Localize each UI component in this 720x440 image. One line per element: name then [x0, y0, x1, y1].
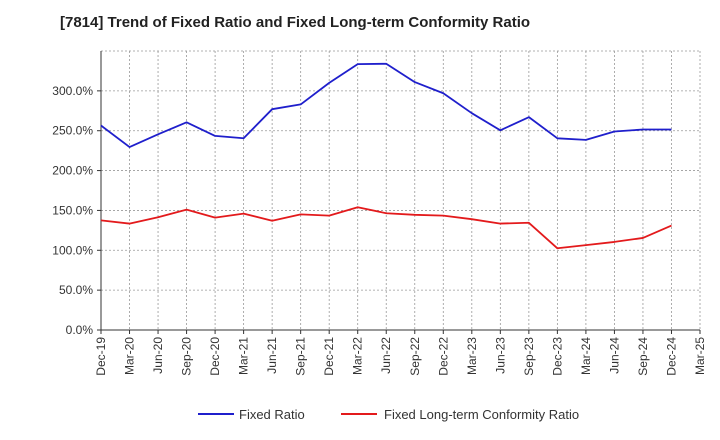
- x-tick-label: Mar-22: [351, 337, 365, 375]
- y-tick-label: 50.0%: [59, 283, 93, 297]
- x-tick-label: Jun-24: [607, 337, 621, 374]
- x-tick-label: Mar-25: [693, 337, 707, 375]
- y-tick-label: 300.0%: [52, 84, 93, 98]
- y-tick-label: 100.0%: [52, 243, 93, 257]
- x-tick-label: Dec-22: [436, 337, 450, 376]
- x-tick-label: Jun-22: [379, 337, 393, 374]
- x-tick-label: Jun-21: [265, 337, 279, 374]
- x-tick-label: Sep-20: [180, 337, 194, 376]
- x-tick-label: Sep-24: [636, 337, 650, 376]
- x-tick-label: Dec-23: [550, 337, 564, 376]
- x-tick-label: Mar-20: [123, 337, 137, 375]
- x-tick-label: Sep-23: [522, 337, 536, 376]
- y-tick-label: 200.0%: [52, 164, 93, 178]
- x-tick-label: Jun-20: [151, 337, 165, 374]
- legend-label: Fixed Ratio: [239, 407, 305, 422]
- x-tick-label: Mar-21: [237, 337, 251, 375]
- x-tick-label: Dec-21: [322, 337, 336, 376]
- y-tick-label: 250.0%: [52, 124, 93, 138]
- x-tick-label: Dec-24: [664, 337, 678, 376]
- series-line-fixed-ratio: [100, 62, 672, 148]
- chart-title: [7814] Trend of Fixed Ratio and Fixed Lo…: [60, 14, 531, 31]
- x-tick-label: Mar-24: [579, 337, 593, 375]
- legend-label: Fixed Long-term Conformity Ratio: [384, 407, 579, 422]
- y-tick-label: 0.0%: [66, 323, 94, 337]
- x-tick-label: Dec-20: [208, 337, 222, 376]
- y-tick-label: 150.0%: [52, 203, 93, 217]
- x-tick-label: Sep-22: [408, 337, 422, 376]
- x-tick-label: Jun-23: [493, 337, 507, 374]
- x-tick-label: Dec-19: [94, 337, 108, 376]
- plot-area: [101, 51, 700, 330]
- x-tick-label: Mar-23: [465, 337, 479, 375]
- x-tick-label: Sep-21: [294, 337, 308, 376]
- series-line-fixed-long-term-conformity-ratio: [100, 206, 672, 250]
